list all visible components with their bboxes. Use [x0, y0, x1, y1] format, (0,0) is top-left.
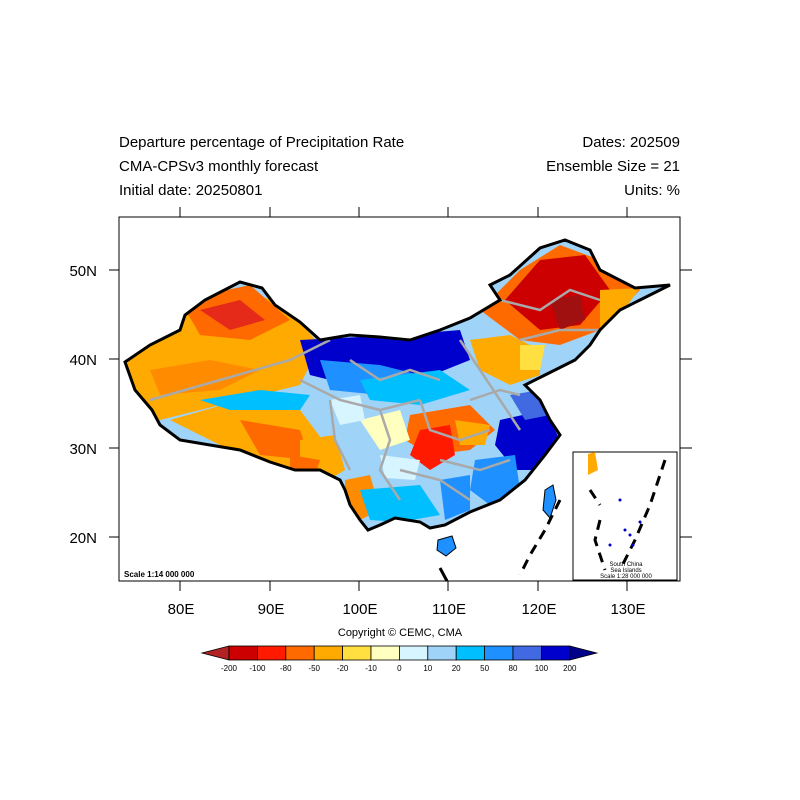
- colorbar-swatch: [512, 645, 542, 661]
- colorbar-label: -80: [280, 664, 292, 673]
- lat-label: 30N: [69, 441, 97, 458]
- lon-label: 120E: [521, 601, 556, 618]
- inset-dashed-line: [588, 459, 667, 571]
- colorbar-label: -20: [337, 664, 349, 673]
- units-label: Units: %: [624, 182, 680, 199]
- colorbar-label: 10: [423, 664, 432, 673]
- lon-label: 90E: [258, 601, 285, 618]
- colorbar-label: 80: [509, 664, 518, 673]
- colorbar-label: 200: [563, 664, 577, 673]
- colorbar-label: 50: [480, 664, 489, 673]
- maritime-boundary-south: [438, 567, 449, 582]
- axis-ticks: [109, 207, 692, 591]
- colorbar-label: 0: [397, 664, 402, 673]
- map-subtitle: CMA-CPSv3 monthly forecast: [119, 158, 319, 175]
- colorbar-swatch: [256, 645, 287, 661]
- map-scale-label: Scale 1:14 000 000: [124, 570, 195, 579]
- colorbar-swatch: [342, 645, 372, 661]
- lat-label: 20N: [69, 530, 97, 547]
- colorbar-swatch: [541, 645, 571, 661]
- hainan-island: [436, 535, 457, 557]
- maritime-boundary: [518, 499, 562, 576]
- colorbar-label: -50: [308, 664, 320, 673]
- lon-label: 130E: [610, 601, 645, 618]
- lon-label: 80E: [168, 601, 195, 618]
- colorbar-label: -200: [221, 664, 238, 673]
- forecast-dates: Dates: 202509: [582, 134, 680, 151]
- inset-label-3: Scale 1:28 000 000: [600, 574, 652, 580]
- colorbar-swatch: [370, 645, 400, 661]
- colorbar-swatch: [427, 645, 457, 661]
- inset-label-1: South China: [609, 562, 643, 568]
- colorbar-swatch: [455, 645, 486, 661]
- colorbar-swatch: [228, 645, 258, 661]
- inset-islands: [608, 498, 642, 547]
- colorbar-swatch: [398, 645, 429, 661]
- province-boundaries: [149, 288, 601, 502]
- map-title: Departure percentage of Precipitation Ra…: [119, 134, 405, 151]
- colorbar-label: -100: [249, 664, 266, 673]
- lon-label: 100E: [342, 601, 377, 618]
- taiwan-island: [542, 484, 557, 519]
- colorbar-swatch: [285, 645, 315, 661]
- lat-label: 40N: [69, 352, 97, 369]
- copyright-notice: Copyright © CEMC, CMA: [337, 627, 463, 639]
- lon-label: 110E: [432, 601, 466, 618]
- inset-label-2: Sea Islands: [610, 568, 641, 574]
- colorbar-swatch: [200, 645, 230, 661]
- colorbar-label: -10: [365, 664, 377, 673]
- colorbar-swatches: [200, 645, 599, 661]
- colorbar-swatch: [484, 645, 514, 661]
- colorbar-label: 100: [535, 664, 549, 673]
- colorbar-labels: -200 -100 -80 -50 -20 -10 0 10 20 50 80 100 200: [221, 664, 577, 673]
- precipitation-map: South China Sea Islands Scale 1:28 000 0…: [69, 207, 692, 618]
- lat-label: 50N: [69, 263, 97, 280]
- initial-date: Initial date: 20250801: [119, 182, 263, 199]
- inset-coast: [588, 452, 598, 475]
- china-border: [123, 238, 671, 532]
- ensemble-size: Ensemble Size = 21: [546, 158, 680, 175]
- colorbar-swatch: [569, 645, 599, 661]
- colorbar-swatch: [313, 645, 344, 661]
- colorbar-label: 20: [452, 664, 461, 673]
